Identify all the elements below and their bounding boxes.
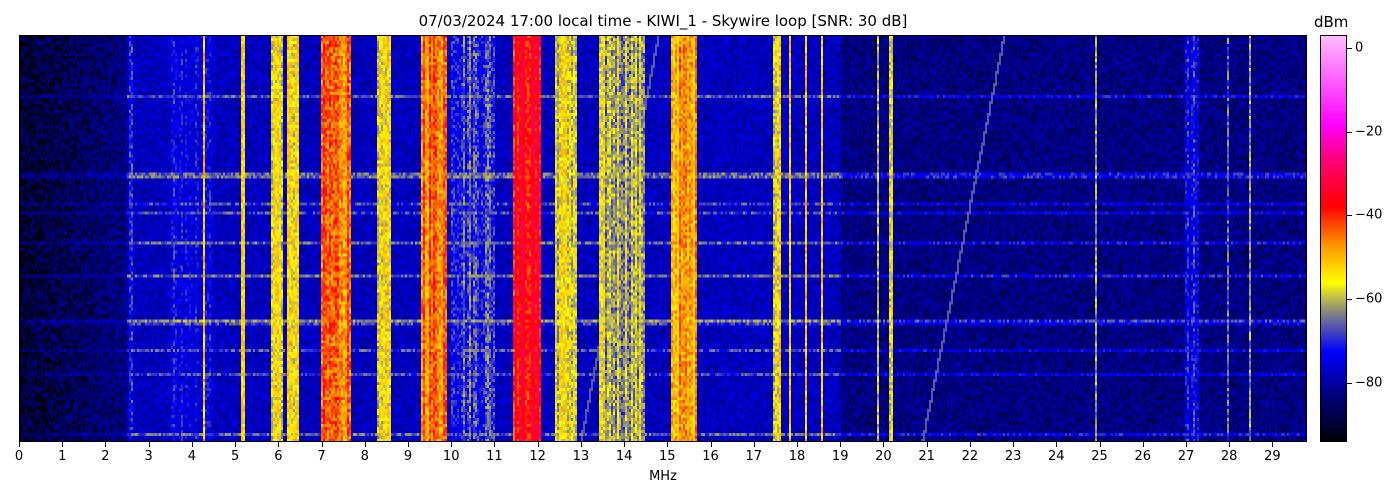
x-tick <box>753 442 755 447</box>
x-tick <box>105 442 107 447</box>
colorbar-tick <box>1347 383 1352 385</box>
x-tick-label: 5 <box>230 449 240 464</box>
x-axis-label: MHz <box>649 469 677 484</box>
x-tick <box>667 442 669 447</box>
plot-frame <box>19 35 1307 442</box>
x-tick-label: 25 <box>1091 449 1108 464</box>
x-tick <box>710 442 712 447</box>
x-tick <box>148 442 150 447</box>
x-tick-label: 18 <box>788 449 806 464</box>
x-tick-label: 27 <box>1177 449 1195 464</box>
x-tick-label: 14 <box>615 449 633 464</box>
x-tick <box>1272 442 1274 447</box>
x-tick <box>1099 442 1101 447</box>
x-tick-label: 11 <box>486 449 503 464</box>
x-tick-label: 15 <box>659 449 676 464</box>
colorbar-tick-label: 0 <box>1355 40 1364 56</box>
x-tick-label: 16 <box>702 449 719 464</box>
x-tick <box>321 442 323 447</box>
x-tick-label: 24 <box>1048 449 1065 464</box>
x-tick-label: 12 <box>529 449 546 464</box>
x-tick-label: 7 <box>317 449 326 464</box>
x-tick <box>580 442 582 447</box>
x-tick <box>537 442 539 447</box>
x-tick <box>1013 442 1015 447</box>
x-tick <box>840 442 842 447</box>
colorbar-tick-label: −40 <box>1355 207 1383 223</box>
chart-title: 07/03/2024 17:00 local time - KIWI_1 - S… <box>418 12 908 30</box>
x-tick-label: 29 <box>1264 449 1281 464</box>
colorbar-tick-label: −80 <box>1355 375 1383 391</box>
x-tick <box>62 442 64 447</box>
x-tick-label: 4 <box>187 449 197 464</box>
colorbar <box>1320 35 1347 442</box>
x-tick <box>278 442 280 447</box>
x-tick-label: 3 <box>144 449 153 464</box>
x-tick-label: 8 <box>360 449 369 464</box>
colorbar-tick <box>1347 215 1352 217</box>
x-tick-label: 23 <box>1004 449 1022 464</box>
x-tick <box>407 442 409 447</box>
x-tick <box>1056 442 1058 447</box>
colorbar-tick <box>1347 47 1352 49</box>
colorbar-tick-label: −20 <box>1355 124 1383 139</box>
x-tick <box>191 442 193 447</box>
x-tick <box>364 442 366 447</box>
x-tick <box>796 442 798 447</box>
x-tick <box>494 442 496 447</box>
colorbar-tick-label: −60 <box>1355 291 1383 307</box>
x-tick-label: 26 <box>1134 449 1152 464</box>
x-tick <box>624 442 626 447</box>
x-tick-label: 13 <box>572 449 590 464</box>
x-tick <box>926 442 928 447</box>
x-tick-label: 17 <box>745 449 763 464</box>
x-tick <box>451 442 453 447</box>
x-tick-label: 6 <box>274 449 283 464</box>
x-tick-label: 20 <box>875 449 892 464</box>
x-tick-label: 28 <box>1220 449 1238 464</box>
x-tick <box>19 442 20 447</box>
x-tick-label: 0 <box>14 449 24 464</box>
x-tick-label: 10 <box>442 449 460 464</box>
x-tick <box>883 442 885 447</box>
x-tick <box>969 442 971 447</box>
colorbar-tick <box>1347 131 1352 133</box>
colorbar-tick <box>1347 299 1352 301</box>
spectrogram-heatmap <box>19 35 1307 442</box>
x-tick-label: 22 <box>961 449 979 464</box>
x-tick <box>1185 442 1187 447</box>
x-tick-label: 2 <box>101 449 110 464</box>
x-tick-label: 19 <box>831 449 849 464</box>
x-tick-label: 9 <box>403 449 413 464</box>
x-tick-label: 1 <box>58 449 67 464</box>
x-tick <box>1142 442 1144 447</box>
x-tick-label: 21 <box>918 449 935 464</box>
x-tick <box>235 442 237 447</box>
colorbar-label: dBm <box>1314 13 1349 31</box>
x-tick <box>1229 442 1231 447</box>
